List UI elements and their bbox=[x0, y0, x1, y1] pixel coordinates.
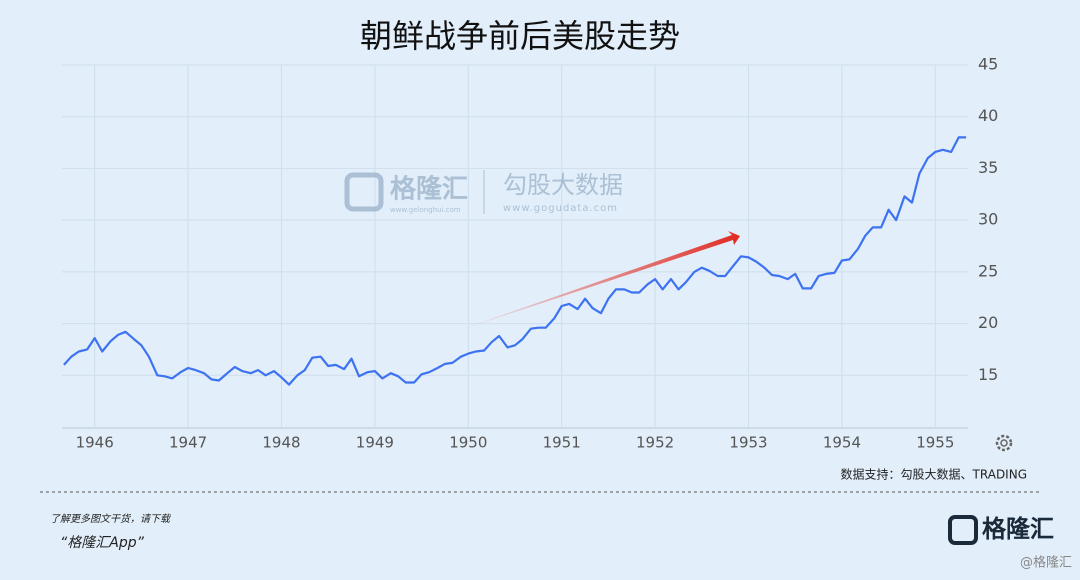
y-tick-label: 20 bbox=[978, 313, 998, 332]
y-tick-label: 40 bbox=[978, 106, 998, 125]
footer-logo: 格隆汇 bbox=[982, 515, 1054, 543]
settings-icon[interactable] bbox=[995, 434, 1013, 452]
x-tick-label: 1950 bbox=[449, 434, 487, 452]
watermark-brand: 格隆汇 bbox=[390, 174, 468, 205]
x-tick-label: 1951 bbox=[543, 434, 581, 452]
x-tick-label: 1953 bbox=[729, 434, 767, 452]
chart-title: 朝鲜战争前后美股走势 bbox=[360, 17, 680, 55]
y-tick-label: 15 bbox=[978, 365, 998, 384]
footer-line1: 了解更多图文干货，请下载 bbox=[50, 513, 172, 525]
y-tick-label: 25 bbox=[978, 261, 998, 280]
x-tick-label: 1948 bbox=[262, 434, 300, 452]
y-tick-label: 30 bbox=[978, 210, 998, 229]
watermark-partner: 勾股大数据 bbox=[503, 171, 623, 199]
x-tick-label: 1954 bbox=[823, 434, 861, 452]
x-tick-label: 1947 bbox=[169, 434, 207, 452]
grid bbox=[62, 64, 968, 427]
y-tick-label: 35 bbox=[978, 158, 998, 177]
footer-handle: @格隆汇 bbox=[1020, 555, 1072, 571]
x-tick-label: 1949 bbox=[356, 434, 394, 452]
source-note: 数据支持：勾股大数据、TRADING bbox=[841, 467, 1027, 482]
watermark: 格隆汇 www.gelonghui.com 勾股大数据 www.gogudata… bbox=[344, 170, 623, 214]
x-tick-label: 1955 bbox=[916, 434, 954, 452]
watermark-icon bbox=[344, 172, 384, 212]
x-tick-label: 1946 bbox=[76, 434, 114, 452]
footer-logo-icon bbox=[948, 515, 978, 545]
footer-line2: “格隆汇App” bbox=[60, 535, 145, 551]
watermark-partner-url: www.gogudata.com bbox=[503, 203, 618, 214]
watermark-brand-url: www.gelonghui.com bbox=[390, 206, 461, 214]
x-tick-label: 1952 bbox=[636, 434, 674, 452]
y-tick-label: 45 bbox=[978, 55, 998, 74]
line-series bbox=[63, 136, 967, 386]
